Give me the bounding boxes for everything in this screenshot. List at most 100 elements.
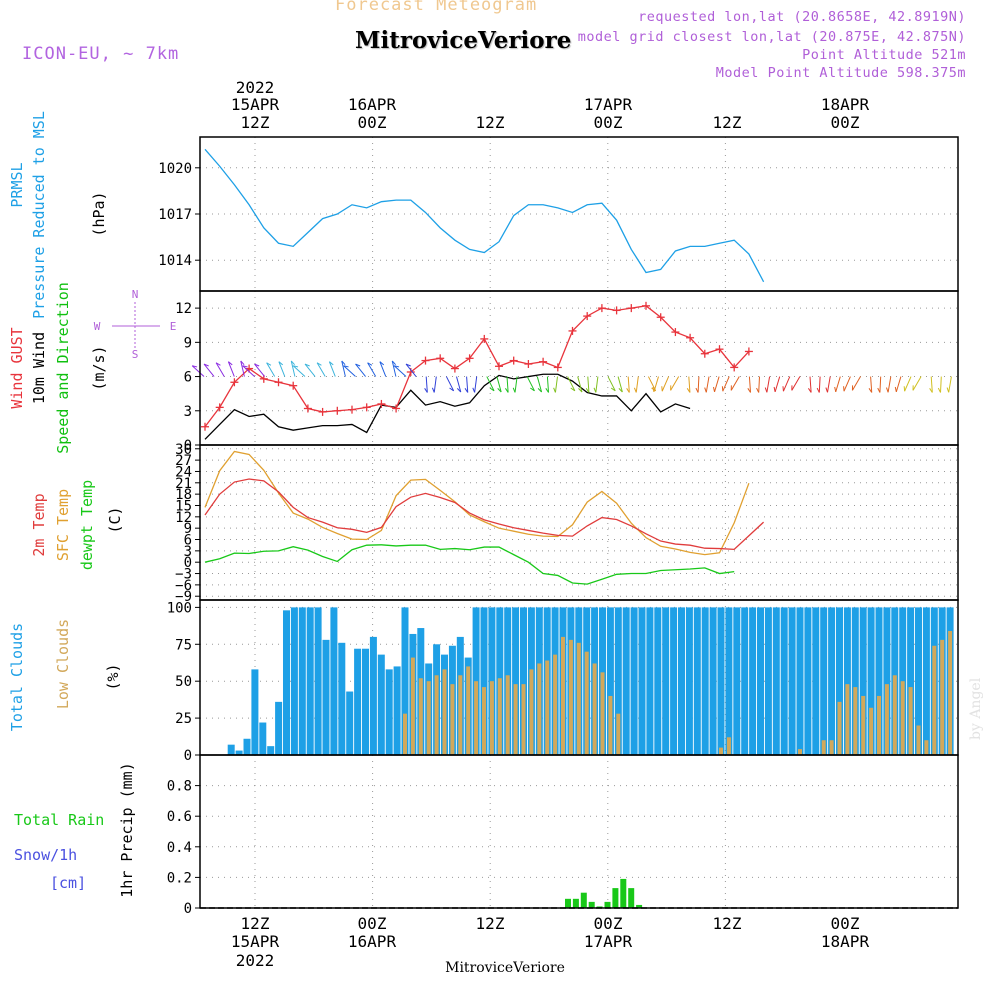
wind-arrow [635, 376, 639, 393]
wind-arrow [341, 360, 346, 377]
meteogram-title: Forecast Meteogram [335, 0, 538, 15]
model-altitude: Model Point Altitude 598.375m [715, 65, 966, 81]
wind-arrow [670, 376, 680, 391]
y-tick-label: 1017 [158, 207, 192, 223]
wind-arrow-head [316, 362, 322, 366]
wind-arrow-head [341, 360, 346, 366]
wind-arrow-head [464, 388, 469, 393]
wind-arrow-head [424, 388, 428, 393]
wind-arrow [343, 365, 356, 377]
y-tick-label: 0.8 [167, 779, 192, 795]
y-tick-label: −3 [175, 567, 192, 583]
low-cloud-bar [608, 695, 613, 755]
low-cloud-bar [497, 678, 502, 755]
sfc-temp-line [204, 450, 750, 556]
total-cloud-bar [512, 607, 520, 755]
gust-line-marker [686, 333, 695, 342]
total-cloud-bar [401, 607, 409, 755]
low-cloud-bar [869, 707, 874, 755]
wind-arrow-head [456, 388, 462, 393]
wind-arrow [304, 363, 316, 377]
total-cloud-bar [772, 607, 780, 755]
wind-arrow-head [773, 386, 776, 392]
total-cloud-bar [701, 607, 709, 755]
y-tick-label: 12 [175, 510, 192, 526]
total-cloud-bar [606, 607, 614, 755]
wind-unit-label: (m/s) [90, 345, 108, 390]
wind-arrow [617, 376, 623, 393]
gust-line-marker [568, 326, 577, 335]
wind-arrow [904, 376, 912, 392]
gust-line-marker [465, 354, 474, 363]
wind-arrow-head [192, 365, 198, 368]
total-cloud-bar [907, 607, 915, 755]
total-cloud-bar [812, 607, 820, 755]
wind-arrow [393, 365, 407, 377]
wind-arrow [316, 362, 326, 377]
bottom-hour-label: 12Z [241, 914, 270, 933]
wind-arrow-head [290, 360, 295, 366]
y-tick-label: 30 [175, 442, 192, 458]
low-cloud-bar [450, 684, 455, 755]
total-cloud-bar [804, 607, 812, 755]
low-cloud-bar [877, 695, 881, 755]
wind-arrow [607, 376, 616, 392]
wind-arrow [661, 376, 670, 392]
total-cloud-bar [235, 750, 243, 755]
total-cloud-bar [820, 607, 828, 755]
wind-arrow [191, 365, 205, 377]
total-cloud-bar [843, 607, 851, 755]
gust-line-marker [539, 357, 548, 366]
total-cloud-bar [788, 607, 796, 755]
wind-arrow-head [704, 387, 707, 393]
wind-arrow-head [431, 387, 435, 393]
top-date-label: 17APR [584, 95, 633, 114]
total-cloud-bar [227, 744, 235, 755]
gust-line-marker [700, 349, 709, 358]
low-cloud-bar [537, 663, 542, 755]
gust-line-marker [509, 356, 518, 365]
total-cloud-bar [362, 648, 369, 755]
gust-line-marker [318, 407, 327, 416]
wind-arrow [215, 362, 225, 377]
y-tick-label: 0 [184, 438, 192, 454]
dewpt-line [204, 544, 735, 585]
model-name: ICON-EU, ~ 7km [22, 44, 180, 64]
wind-arrow [714, 376, 720, 393]
low-cloud-bar [884, 684, 889, 755]
wind-arrow-head [747, 388, 751, 393]
low-cloud-bar [821, 740, 826, 755]
y-tick-label: 6 [184, 370, 192, 386]
wind-arrow [486, 376, 495, 392]
low-cloud-bar [845, 684, 850, 755]
footer-station-label: MitroviceVeriore [445, 960, 565, 976]
wind-arrow-head [894, 386, 897, 392]
y-tick-label: 21 [175, 476, 192, 492]
gust-line-marker [333, 406, 342, 415]
bottom-hour-label: 12Z [476, 914, 505, 933]
wind-arrow-head [449, 387, 454, 392]
total-cloud-bar [875, 607, 883, 755]
y-tick-label: 50 [175, 674, 192, 690]
wind-arrow [292, 365, 306, 377]
wind-arrow [827, 376, 831, 393]
total-cloud-bar [638, 607, 646, 755]
rain-bar [572, 898, 579, 908]
wind-arrow [567, 376, 576, 392]
wind-arrow [912, 376, 922, 391]
total-cloud-bar [670, 607, 678, 755]
compass-e: E [170, 320, 177, 333]
low-cloud-bar [853, 687, 858, 755]
wind-arrow [835, 376, 841, 393]
total-cloud-bar [275, 701, 283, 755]
total-cloud-bar [369, 636, 377, 755]
wind-arrow [328, 361, 336, 377]
total-cloud-bar [685, 607, 693, 755]
wind-arrow [791, 376, 801, 391]
prmsl-side-label: PRMSL [8, 162, 26, 207]
wind-arrow-head [228, 361, 233, 366]
wind-arrow [546, 376, 550, 393]
wind-arrow-head [266, 362, 272, 366]
top-year-label: 2022 [236, 78, 275, 97]
